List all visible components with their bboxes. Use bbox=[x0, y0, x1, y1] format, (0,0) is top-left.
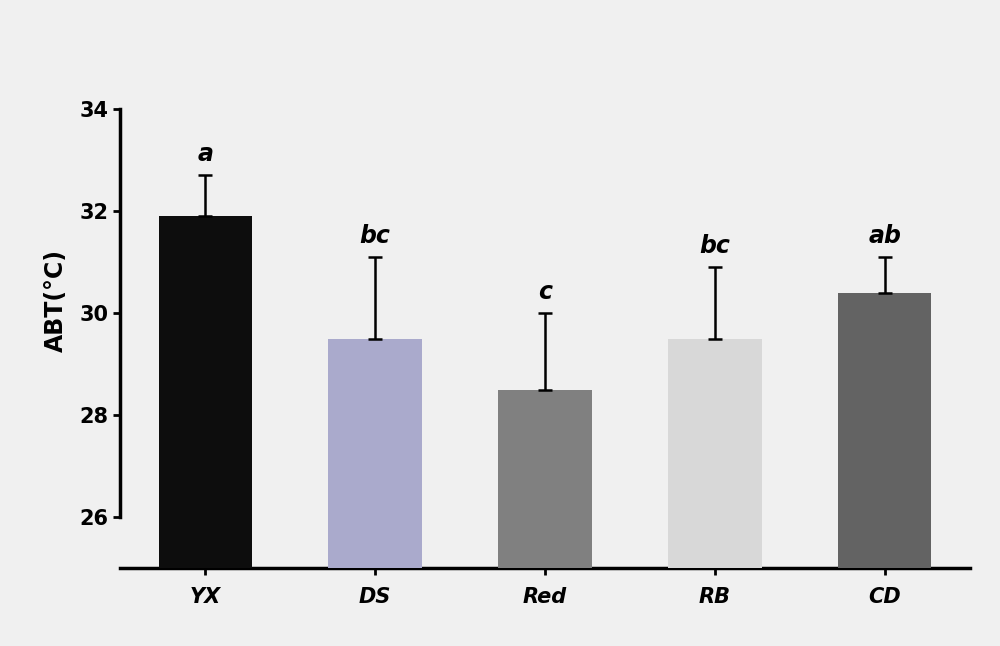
Y-axis label: ABT(°C): ABT(°C) bbox=[44, 249, 68, 352]
Text: bc: bc bbox=[360, 224, 391, 248]
Bar bbox=[328, 339, 422, 646]
Bar bbox=[159, 216, 252, 646]
Bar bbox=[668, 339, 762, 646]
Text: a: a bbox=[197, 142, 213, 166]
Bar bbox=[838, 293, 931, 646]
Text: c: c bbox=[538, 280, 552, 304]
Text: bc: bc bbox=[699, 234, 730, 258]
Bar bbox=[498, 390, 592, 646]
Text: ab: ab bbox=[868, 224, 901, 248]
